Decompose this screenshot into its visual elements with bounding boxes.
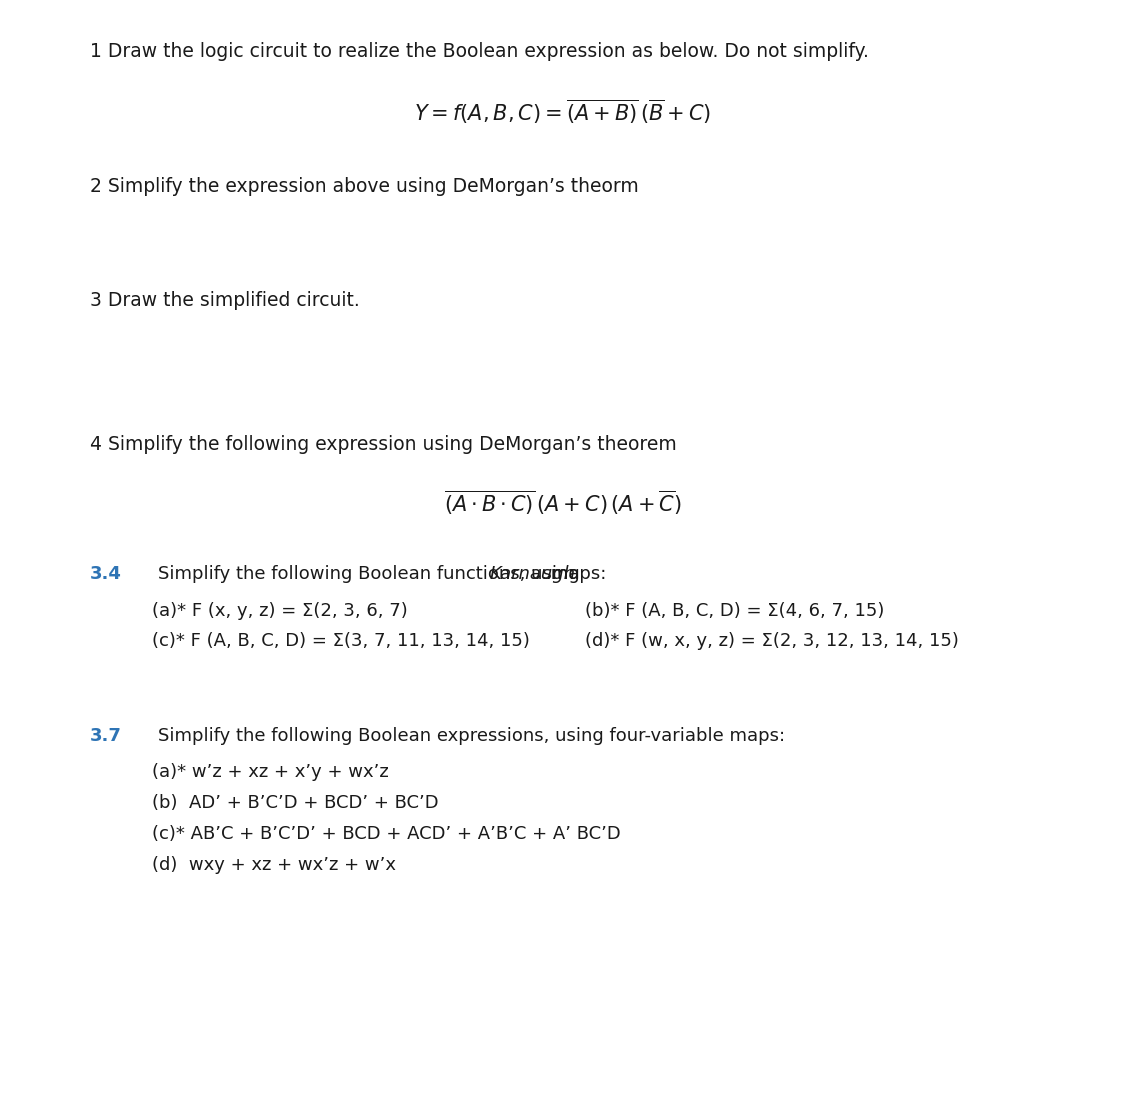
- Text: 3.7: 3.7: [90, 727, 122, 744]
- Text: $\overline{(A \cdot B \cdot C)}\,(A+C)\,(A+\overline{C})$: $\overline{(A \cdot B \cdot C)}\,(A+C)\,…: [443, 489, 682, 518]
- Text: (b)  AD’ + B’C’D + BCD’ + BC’D: (b) AD’ + B’C’D + BCD’ + BC’D: [152, 794, 439, 812]
- Text: (a)* w’z + xz + x’y + wx’z: (a)* w’z + xz + x’y + wx’z: [152, 763, 388, 781]
- Text: Simplify the following Boolean functions, using: Simplify the following Boolean functions…: [158, 565, 585, 583]
- Text: 4 Simplify the following expression using DeMorgan’s theorem: 4 Simplify the following expression usin…: [90, 435, 677, 453]
- Text: maps:: maps:: [544, 565, 606, 583]
- Text: 1 Draw the logic circuit to realize the Boolean expression as below. Do not simp: 1 Draw the logic circuit to realize the …: [90, 42, 869, 61]
- Text: (d)* F (w, x, y, z) = Σ(2, 3, 12, 13, 14, 15): (d)* F (w, x, y, z) = Σ(2, 3, 12, 13, 14…: [585, 632, 958, 649]
- Text: Karnaugh: Karnaugh: [489, 565, 576, 583]
- Text: (d)  wxy + xz + wx’z + w’x: (d) wxy + xz + wx’z + w’x: [152, 856, 396, 874]
- Text: (b)* F (A, B, C, D) = Σ(4, 6, 7, 15): (b)* F (A, B, C, D) = Σ(4, 6, 7, 15): [585, 602, 884, 619]
- Text: $Y = f(A, B, C) = \overline{(A+B)}\,(\overline{B}+C)$: $Y = f(A, B, C) = \overline{(A+B)}\,(\ov…: [414, 97, 711, 126]
- Text: Simplify the following Boolean expressions, using four-variable maps:: Simplify the following Boolean expressio…: [158, 727, 784, 744]
- Text: 2 Simplify the expression above using DeMorgan’s theorm: 2 Simplify the expression above using De…: [90, 177, 639, 196]
- Text: (a)* F (x, y, z) = Σ(2, 3, 6, 7): (a)* F (x, y, z) = Σ(2, 3, 6, 7): [152, 602, 407, 619]
- Text: 3 Draw the simplified circuit.: 3 Draw the simplified circuit.: [90, 291, 360, 310]
- Text: 3.4: 3.4: [90, 565, 122, 583]
- Text: (c)* AB’C + B’C’D’ + BCD + ACD’ + A’B’C + A’ BC’D: (c)* AB’C + B’C’D’ + BCD + ACD’ + A’B’C …: [152, 825, 621, 843]
- Text: (c)* F (A, B, C, D) = Σ(3, 7, 11, 13, 14, 15): (c)* F (A, B, C, D) = Σ(3, 7, 11, 13, 14…: [152, 632, 530, 649]
